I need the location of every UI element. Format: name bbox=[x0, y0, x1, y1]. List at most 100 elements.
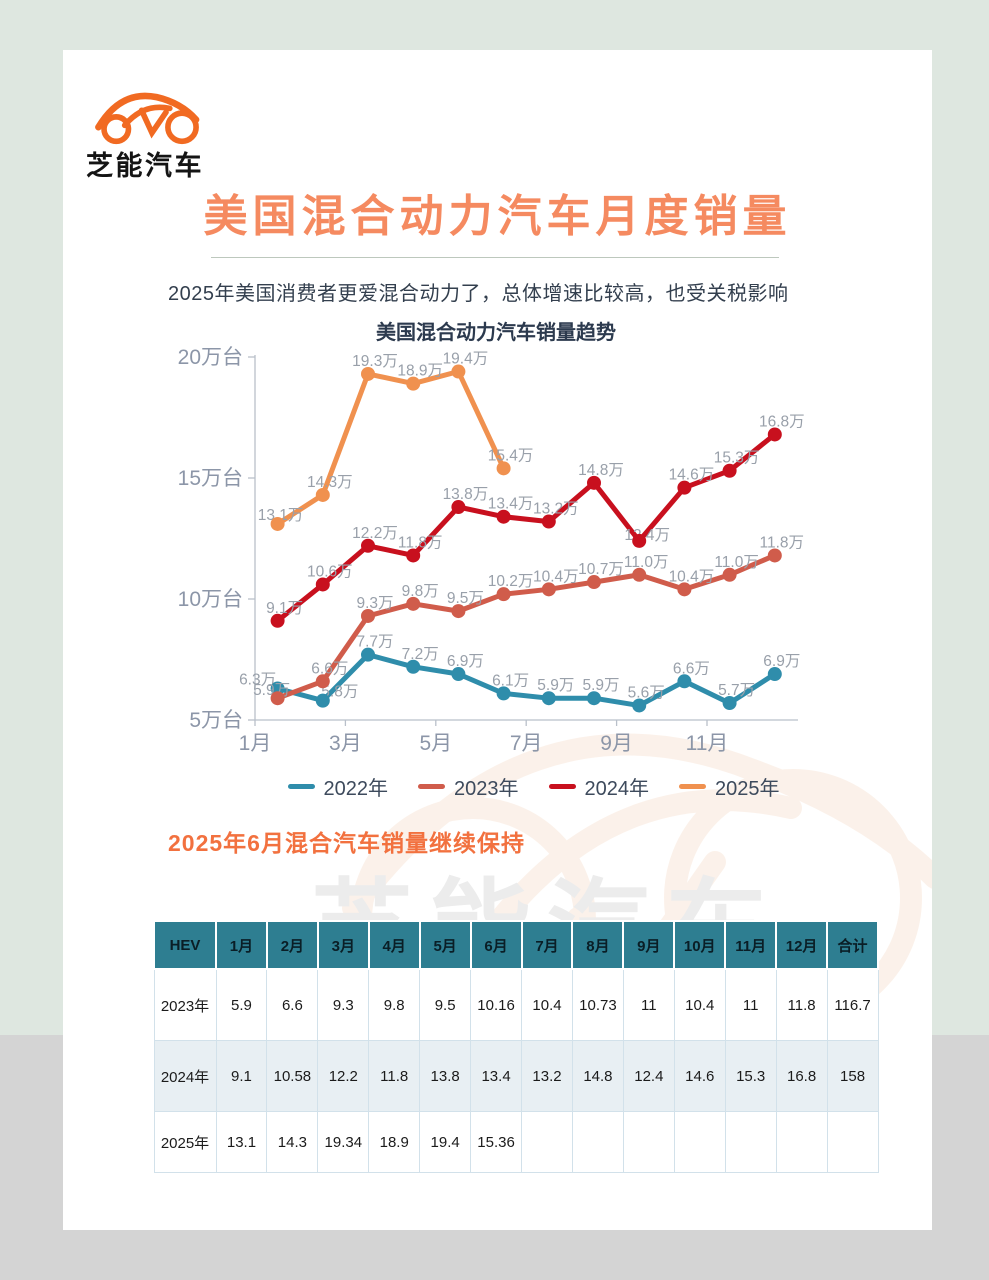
legend-item-2024年: 2024年 bbox=[548, 772, 649, 801]
data-label-2023年: 10.7万 bbox=[578, 561, 624, 578]
data-point-2022年 bbox=[361, 647, 375, 662]
data-label-2025年: 13.1万 bbox=[258, 507, 304, 524]
table-cell bbox=[622, 1111, 675, 1173]
data-label-2024年: 12.2万 bbox=[352, 525, 398, 542]
sales-trend-chart: 美国混合动力汽车销量趋势 5万台 10万台 15万台 20万台 1月 3月 5月 7月 9月 11月… bbox=[63, 313, 932, 765]
data-label-2024年: 10.6万 bbox=[307, 563, 353, 580]
table-header-cell: 6月 bbox=[469, 920, 523, 970]
table-cell: 116.7 bbox=[826, 968, 879, 1041]
data-label-2023年: 6.6万 bbox=[311, 660, 348, 677]
data-point-2024年 bbox=[632, 533, 647, 548]
data-label-2022年: 5.8万 bbox=[321, 684, 358, 701]
row-label-cell: 2024年 bbox=[153, 1040, 217, 1112]
data-label-2022年: 5.9万 bbox=[537, 677, 574, 694]
data-point-2023年 bbox=[587, 575, 601, 590]
table-cell: 16.8 bbox=[775, 1040, 828, 1112]
data-label-2022年: 6.9万 bbox=[447, 653, 484, 670]
table-header-cell: 1月 bbox=[215, 920, 268, 970]
table-cell: 9.5 bbox=[419, 968, 472, 1041]
data-label-2022年: 5.6万 bbox=[628, 684, 665, 701]
series-line-2025年 bbox=[275, 369, 507, 527]
data-point-2023年 bbox=[767, 548, 782, 563]
data-label-2023年: 10.4万 bbox=[669, 568, 715, 585]
x-axis-label: 11月 bbox=[686, 732, 729, 755]
data-label-2025年: 19.4万 bbox=[443, 351, 489, 368]
data-label-2023年: 9.3万 bbox=[356, 595, 393, 612]
table-cell: 6.6 bbox=[266, 968, 319, 1041]
hev-sales-table: HEV 1月 2月 3月 4月 5月 6月 7月 8月 9月 10月 11月 12月 合计 2023年 5.9… bbox=[153, 920, 879, 1173]
table-cell: 13.8 bbox=[419, 1040, 472, 1112]
table-cell: 11.8 bbox=[775, 968, 828, 1041]
data-label-2022年: 6.9万 bbox=[763, 653, 800, 670]
data-label-2022年: 5.9万 bbox=[582, 677, 619, 694]
data-point-2024年 bbox=[315, 577, 330, 592]
y-axis-label: 15万台 bbox=[178, 467, 243, 490]
table-cell: 10.58 bbox=[266, 1040, 319, 1112]
data-point-2022年 bbox=[496, 686, 511, 701]
row-label-cell: 2023年 bbox=[153, 968, 217, 1041]
chart-canvas: 美国混合动力汽车销量趋势 5万台 10万台 15万台 20万台 1月 3月 5月 7月 9月 11月… bbox=[178, 320, 805, 755]
series-line-2024年 bbox=[275, 431, 778, 624]
table-header-cell: 3月 bbox=[316, 920, 370, 970]
table-cell: 11 bbox=[724, 968, 777, 1041]
data-point-2023年 bbox=[722, 567, 737, 582]
table-cell: 18.9 bbox=[368, 1111, 421, 1173]
chart-legend: 2022年 2023年 2024年 2025年 bbox=[63, 772, 932, 801]
table-cell: 13.2 bbox=[521, 1040, 573, 1112]
data-label-2022年: 6.1万 bbox=[492, 672, 529, 689]
legend-item-2025年: 2025年 bbox=[679, 772, 780, 801]
y-axis-label: 5万台 bbox=[189, 709, 243, 732]
table-cell bbox=[571, 1111, 624, 1173]
data-point-2022年 bbox=[270, 681, 285, 696]
data-point-2024年 bbox=[270, 613, 285, 628]
row-label-cell: 2025年 bbox=[153, 1111, 217, 1173]
data-label-2023年: 11.0万 bbox=[714, 554, 759, 571]
data-label-2024年: 11.8万 bbox=[398, 534, 443, 551]
table-cell: 13.4 bbox=[470, 1040, 523, 1112]
data-label-2023年: 11.0万 bbox=[624, 554, 669, 571]
table-header-cell: 11月 bbox=[724, 920, 778, 970]
table-row-2023年: 2023年 5.9 6.6 9.3 9.8 9.5 10.16 10.4 10.73 11 10.4… bbox=[153, 968, 879, 1041]
series-line-2023年 bbox=[275, 552, 778, 701]
data-label-2025年: 19.3万 bbox=[352, 353, 398, 370]
data-point-2023年 bbox=[451, 604, 466, 619]
legend-swatch bbox=[548, 784, 576, 789]
data-label-2025年: 14.3万 bbox=[307, 474, 353, 491]
data-point-2023年 bbox=[361, 608, 375, 623]
table-cell: 14.8 bbox=[571, 1040, 624, 1112]
data-point-2022年 bbox=[632, 698, 647, 713]
table-header-cell: 10月 bbox=[673, 920, 727, 970]
table-cell: 11 bbox=[622, 968, 675, 1041]
data-label-2022年: 7.7万 bbox=[356, 634, 393, 651]
table-cell: 11.8 bbox=[368, 1040, 421, 1112]
data-point-2022年 bbox=[722, 696, 737, 711]
data-point-2022年 bbox=[677, 674, 692, 689]
data-point-2023年 bbox=[406, 596, 421, 611]
data-label-2024年: 15.3万 bbox=[714, 450, 760, 467]
data-point-2025年 bbox=[361, 366, 375, 381]
data-label-2023年: 10.4万 bbox=[533, 568, 579, 585]
data-point-2025年 bbox=[315, 487, 330, 502]
table-row-2024年: 2024年 9.1 10.58 12.2 11.8 13.8 13.4 13.2 14.8 12.… bbox=[153, 1040, 879, 1112]
brand-logo-text: 芝能汽车 bbox=[86, 151, 204, 181]
table-header-cell: 8月 bbox=[571, 920, 625, 970]
data-label-2024年: 9.1万 bbox=[266, 600, 303, 617]
table-cell: 15.36 bbox=[470, 1111, 523, 1173]
table-cell: 13.1 bbox=[215, 1111, 268, 1173]
table-cell: 19.34 bbox=[317, 1111, 370, 1173]
table-header-cell: HEV bbox=[153, 920, 217, 970]
data-point-2023年 bbox=[677, 582, 692, 597]
data-label-2022年: 6.6万 bbox=[673, 660, 710, 677]
data-label-2022年: 7.2万 bbox=[402, 646, 439, 663]
data-label-2025年: 18.9万 bbox=[397, 363, 443, 380]
table-cell: 5.9 bbox=[215, 968, 268, 1041]
data-label-2024年: 12.4万 bbox=[624, 527, 670, 544]
data-point-2023年 bbox=[632, 567, 647, 582]
data-point-2024年 bbox=[677, 480, 692, 495]
data-point-2024年 bbox=[722, 463, 737, 478]
table-cell: 9.3 bbox=[317, 968, 370, 1041]
table-cell: 12.4 bbox=[622, 1040, 675, 1112]
x-axis-label: 3月 bbox=[329, 732, 362, 755]
x-axis-label: 1月 bbox=[239, 732, 272, 755]
data-point-2023年 bbox=[315, 674, 330, 689]
